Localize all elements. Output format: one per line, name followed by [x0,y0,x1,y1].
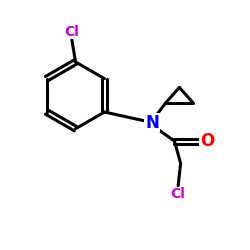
Text: Cl: Cl [64,25,79,39]
Text: N: N [145,114,159,132]
Text: O: O [200,132,214,150]
Text: Cl: Cl [171,187,186,201]
